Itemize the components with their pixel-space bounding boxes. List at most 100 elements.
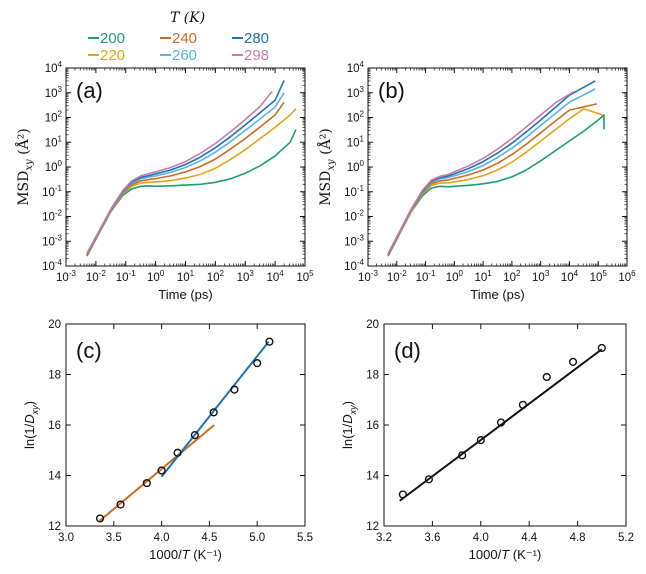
x-axis-label: 1000/T (K⁻¹) [469, 547, 542, 562]
data-point [95, 514, 105, 523]
y-tick-label: 18 [366, 370, 379, 382]
series-line-220 [86, 108, 297, 256]
x-tick-label: 102 [207, 269, 225, 284]
legend-entry-298: 298 [232, 47, 269, 64]
data-point [230, 385, 239, 394]
y-tick-label: 10-4 [344, 258, 364, 273]
y-tick-label: 10-1 [344, 184, 364, 199]
series-line-200 [387, 114, 605, 257]
x-tick-label: 3.5 [106, 532, 122, 544]
y-tick-label: 104 [347, 60, 365, 75]
legend-title: T (K) [170, 10, 205, 26]
x-tick-label: 102 [503, 269, 521, 284]
x-tick-label: 104 [561, 269, 579, 284]
legend-entry-240: 240 [160, 30, 197, 47]
y-tick-label: 102 [45, 110, 63, 125]
legend: T (K) 200 240 280 220 260 298 [88, 10, 269, 64]
plot-frame [367, 67, 628, 267]
y-tick-label: 14 [366, 471, 379, 483]
y-tick-label: 102 [347, 110, 365, 125]
data-point [568, 357, 578, 366]
data-point [265, 337, 274, 346]
y-tick-label: 104 [45, 60, 63, 75]
x-tick-label: 3.0 [58, 532, 74, 544]
x-tick-label: 3.2 [376, 532, 392, 544]
data-point [253, 359, 262, 368]
fit-line [98, 424, 215, 522]
y-tick-label: 100 [347, 159, 365, 174]
legend-label: 220 [100, 47, 125, 64]
x-tick-label: 103 [532, 269, 550, 284]
x-tick-label: 5.5 [297, 532, 313, 544]
data-point [518, 400, 528, 409]
fit-line [399, 348, 603, 502]
y-axis-label: ln(1/Dxy) [340, 401, 358, 449]
y-tick-label: 20 [366, 319, 379, 331]
x-tick-label: 5.0 [249, 532, 265, 544]
legend-entry-220: 220 [88, 47, 125, 64]
x-tick-label: 4.4 [521, 532, 538, 544]
legend-label: 260 [172, 47, 197, 64]
legend-entry-200: 200 [88, 30, 125, 47]
x-tick-label: 101 [474, 269, 492, 284]
x-tick-label: 101 [177, 269, 195, 284]
x-tick-label: 10-1 [116, 269, 136, 284]
y-tick-label: 100 [45, 159, 63, 174]
data-point [116, 500, 125, 509]
y-tick-label: 12 [48, 521, 61, 533]
y-tick-label: 101 [347, 134, 365, 149]
y-tick-label: 16 [48, 420, 61, 432]
y-axis-label: ln(1/Dxy) [22, 401, 40, 449]
series-line-298 [387, 90, 575, 254]
x-tick-label: 100 [147, 269, 165, 284]
panel-label: (a) [76, 78, 103, 103]
panel-label: (d) [394, 338, 421, 363]
x-axis-label: Time (ps) [470, 287, 524, 302]
data-point [209, 408, 218, 417]
x-tick-label: 105 [296, 269, 314, 284]
data-point [424, 475, 433, 484]
y-tick-label: 10-2 [344, 209, 364, 224]
x-tick-label: 106 [618, 269, 636, 284]
y-tick-label: 103 [347, 85, 365, 100]
x-tick-label: 105 [590, 269, 608, 284]
panel-b: 10-3 10-2 10-1 100 101 102 103 104 105 10610-410-… [316, 60, 636, 302]
panel-c: 3.0 3.5 4.0 4.5 5.0 5.5 12 14 16 18 20 (c) 1000/T (K… [22, 319, 313, 562]
y-axis-label: MSDxy (Å²) [316, 128, 337, 206]
y-tick-label: 18 [48, 370, 61, 382]
y-tick-label: 16 [366, 420, 379, 432]
x-axis-label: 1000/T (K⁻¹) [149, 547, 222, 562]
data-point [542, 372, 551, 382]
y-tick-label: 10-3 [42, 233, 62, 248]
x-tick-label: 4.8 [570, 532, 586, 544]
x-tick-label: 10-2 [86, 269, 106, 284]
x-tick-label: 5.2 [618, 532, 634, 544]
x-tick-label: 3.6 [424, 532, 440, 544]
panel-label: (b) [378, 78, 405, 103]
data-point [190, 431, 199, 440]
x-tick-label: 4.0 [473, 532, 489, 544]
legend-entry-260: 260 [160, 47, 197, 64]
data-point [476, 436, 485, 445]
legend-label: 240 [172, 30, 197, 47]
legend-entry-280: 280 [232, 30, 269, 47]
x-tick-label: 4.0 [154, 532, 170, 544]
legend-label: 200 [100, 30, 125, 47]
data-point [597, 343, 606, 353]
data-point [157, 466, 166, 475]
y-tick-label: 10-2 [42, 209, 62, 224]
series-line-200 [86, 129, 297, 257]
panel-label: (c) [76, 338, 102, 363]
y-tick-label: 10-3 [344, 233, 364, 248]
legend-label: 280 [244, 30, 269, 47]
y-axis-label: MSDxy (Å²) [14, 128, 35, 206]
y-tick-label: 12 [366, 521, 379, 533]
y-tick-label: 20 [48, 319, 61, 331]
legend-label: 298 [244, 47, 269, 64]
series-line-298 [86, 91, 273, 254]
x-tick-label: 10-3 [358, 269, 378, 284]
y-tick-label: 10-1 [42, 184, 62, 199]
y-tick-label: 14 [48, 471, 61, 483]
panel-d: 3.2 3.6 4.0 4.4 4.8 5.2 12 14 16 18 20 (d) 1000/T (K… [340, 319, 634, 562]
